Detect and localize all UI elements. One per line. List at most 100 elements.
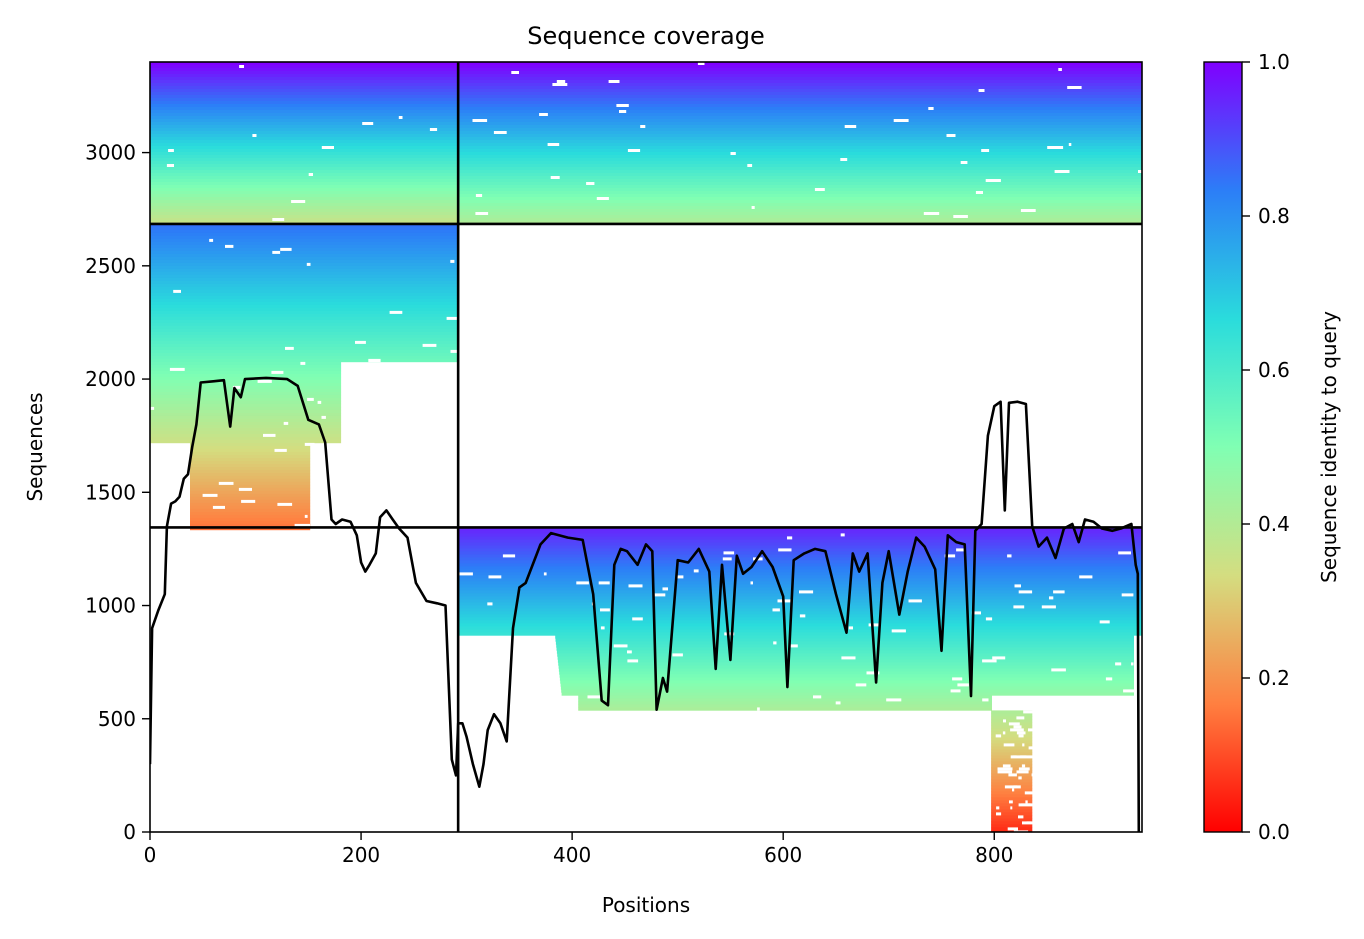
heatmap-row (557, 653, 1134, 657)
heatmap-row (150, 349, 459, 354)
heatmap-row (150, 388, 342, 393)
heatmap-row (458, 170, 1142, 174)
heatmap-row (190, 454, 311, 459)
heatmap-gap (840, 158, 848, 162)
heatmap-gap (459, 572, 473, 576)
heatmap-gap (209, 238, 214, 243)
heatmap-row (150, 143, 459, 147)
heatmap-row (150, 361, 342, 366)
heatmap-gap (1025, 800, 1028, 804)
heatmap-gap (1123, 689, 1137, 693)
heatmap-row (150, 427, 342, 432)
heatmap-row (991, 824, 1033, 828)
heatmap-row (458, 125, 1142, 129)
heatmap-row (150, 98, 459, 102)
heatmap-row (991, 737, 1033, 741)
coverage-line (150, 376, 1141, 832)
heatmap-row (150, 152, 459, 156)
heatmap-row (150, 71, 459, 75)
heatmap-gap (294, 523, 310, 528)
heatmap-gap (1013, 785, 1018, 789)
heatmap-row (150, 262, 459, 267)
heatmap-row (150, 119, 459, 123)
heatmap-row (458, 623, 1142, 627)
heatmap-gap (997, 770, 1005, 774)
colorbar-tick-label: 0.2 (1258, 666, 1290, 690)
heatmap-row (991, 815, 1033, 819)
heatmap-row (458, 185, 1142, 189)
heatmap-gap (814, 188, 825, 192)
heatmap-row (150, 382, 342, 387)
heatmap-row (458, 83, 1142, 87)
heatmap-row (458, 128, 1142, 132)
heatmap-row (190, 475, 311, 480)
heatmap-gap (539, 113, 548, 117)
heatmap-row (150, 385, 342, 390)
heatmap-row (150, 131, 459, 135)
heatmap-row (150, 430, 342, 435)
heatmap-gap (1010, 806, 1013, 810)
y-axis: 0 500 1000 1500 2000 2500 3000 (85, 141, 150, 844)
heatmap-block (150, 223, 460, 531)
heatmap-row (150, 280, 459, 285)
heatmap-row (150, 274, 459, 279)
heatmap-row (150, 412, 342, 417)
heatmap-gap (923, 212, 940, 216)
heatmap-row (150, 337, 459, 342)
heatmap-row (458, 539, 1142, 543)
heatmap-row (190, 511, 311, 516)
heatmap-gap (450, 259, 455, 264)
heatmap-gap (640, 125, 646, 129)
heatmap-row (458, 143, 1142, 147)
heatmap-gap (272, 218, 285, 222)
heatmap-row (458, 218, 1142, 222)
heatmap-gap (166, 164, 174, 168)
heatmap-row (578, 704, 992, 708)
heatmap-gap (1007, 554, 1012, 558)
heatmap-gap (1009, 800, 1013, 804)
heatmap-row (150, 232, 459, 237)
heatmap-gap (672, 653, 683, 657)
heatmap-row (458, 569, 1142, 573)
heatmap-row (150, 328, 459, 333)
heatmap-gap (1012, 788, 1015, 792)
heatmap-row (991, 812, 1033, 816)
heatmap-row (150, 292, 459, 297)
heatmap-row (150, 86, 459, 90)
heatmap-gap (1002, 731, 1006, 735)
heatmap-gap (168, 149, 174, 153)
heatmap-row (458, 575, 1142, 579)
heatmap-gap (693, 569, 699, 573)
heatmap-row (991, 719, 1033, 723)
heatmap-row (458, 182, 1142, 186)
heatmap-gap (1017, 731, 1026, 735)
heatmap-row (150, 191, 459, 195)
heatmap-row (458, 140, 1142, 144)
heatmap-row (150, 238, 459, 243)
heatmap-row (578, 707, 992, 711)
heatmap-gap (1002, 764, 1011, 768)
heatmap-row (150, 289, 459, 294)
heatmap-row (558, 665, 1134, 669)
heatmap-gap (662, 587, 668, 591)
heatmap-gap (576, 581, 589, 585)
heatmap-row (150, 346, 459, 351)
heatmap-gap (956, 548, 966, 552)
heatmap-gap (697, 62, 705, 66)
heatmap-gap (1018, 590, 1033, 594)
heatmap-row (458, 116, 1142, 120)
heatmap-row (991, 761, 1033, 765)
heatmap-row (150, 215, 459, 219)
heatmap-row (150, 304, 459, 309)
heatmap-row (458, 209, 1142, 213)
x-tick-label: 600 (764, 843, 802, 867)
heatmap-row (150, 283, 459, 288)
heatmap-gap (550, 176, 560, 180)
heatmap-row (190, 445, 311, 450)
heatmap-row (458, 179, 1142, 183)
heatmap-gap (723, 551, 735, 555)
plot-frame (149, 61, 1143, 833)
heatmap-gap (891, 629, 906, 633)
heatmap-gap (1068, 143, 1072, 147)
